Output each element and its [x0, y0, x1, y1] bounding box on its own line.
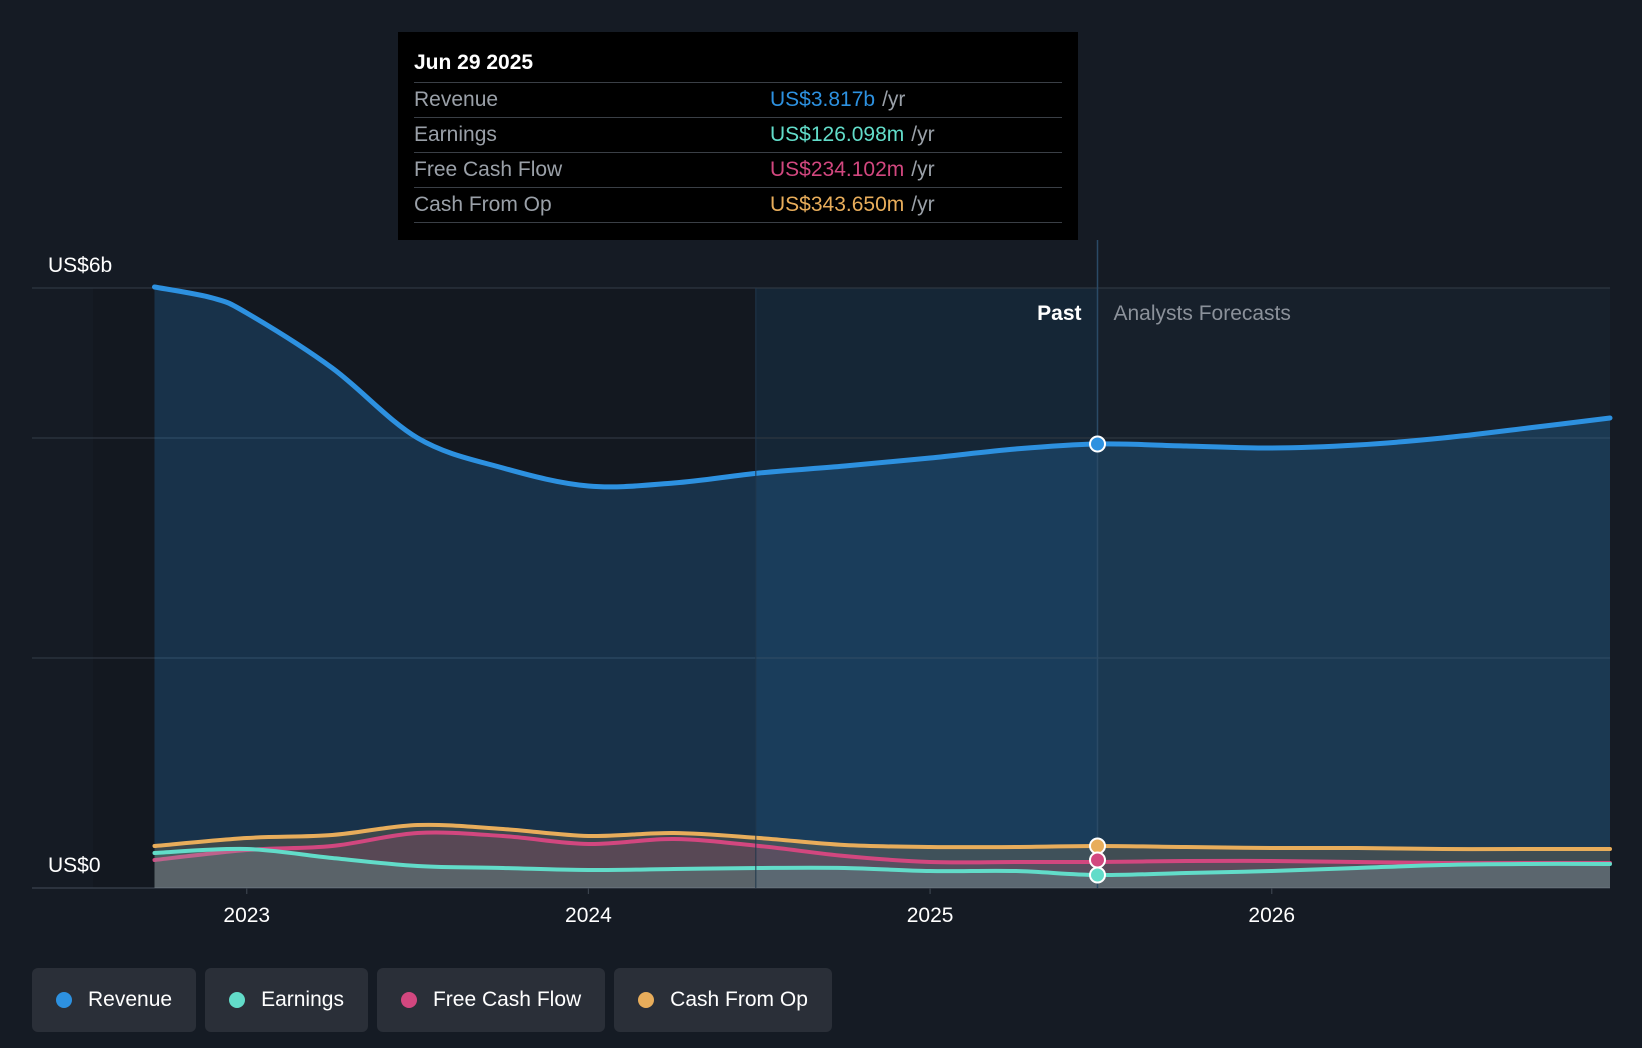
legend-label: Free Cash Flow	[432, 988, 582, 1011]
forecast-region	[1097, 288, 1610, 888]
revenue-area	[154, 287, 1610, 888]
revenue-line	[152, 284, 1613, 490]
y-axis-top-label: US$6b	[48, 254, 112, 277]
legend-item-free-cash-flow[interactable]: Free Cash Flow	[376, 968, 606, 1032]
highlight-band	[755, 288, 1098, 888]
tooltip: Jun 29 2025 Revenue US$3.817b /yr Earnin…	[398, 32, 1078, 240]
legend-label: Cash From Op	[670, 988, 808, 1011]
earnings-line	[152, 846, 1612, 878]
tooltip-unit: /yr	[911, 123, 935, 146]
tooltip-value-earnings: US$126.098m	[770, 123, 905, 146]
earnings-dot-icon	[229, 992, 246, 1008]
past-label: Past	[1037, 302, 1081, 325]
tooltip-row-revenue: Revenue US$3.817b /yr	[414, 82, 1062, 117]
tooltip-label: Earnings	[414, 123, 497, 146]
revenue-marker	[1089, 435, 1106, 453]
free-cash-flow-line	[152, 830, 1612, 866]
tooltip-value-free-cash-flow: US$234.102m	[770, 158, 905, 181]
y-axis-bottom-label: US$0	[48, 854, 101, 877]
earnings-area	[154, 848, 1610, 888]
legend-item-cash-from-op[interactable]: Cash From Op	[614, 968, 832, 1032]
legend-item-revenue[interactable]: Revenue	[32, 968, 197, 1032]
tooltip-label: Revenue	[414, 88, 499, 111]
tooltip-label: Free Cash Flow	[414, 158, 563, 181]
tooltip-unit: /yr	[882, 88, 906, 111]
legend-label: Earnings	[261, 988, 344, 1011]
x-tick-label-2026: 2026	[1248, 904, 1295, 927]
legend-label: Revenue	[88, 988, 173, 1011]
revenue-dot-icon	[56, 992, 72, 1008]
x-tick-label-2024: 2024	[565, 904, 612, 927]
tooltip-date: Jun 29 2025	[414, 51, 534, 74]
tooltip-value-revenue: US$3.817b	[770, 88, 876, 111]
x-tick-label-2025: 2025	[907, 904, 954, 927]
earnings-marker	[1089, 866, 1106, 884]
cash-from-op-dot-icon	[638, 992, 655, 1008]
tooltip-value-cash-from-op: US$343.650m	[770, 193, 905, 216]
tooltip-unit: /yr	[911, 158, 935, 181]
legend: Revenue Earnings Free Cash Flow Cash Fro…	[32, 968, 832, 1032]
tooltip-row-cash-from-op: Cash From Op US$343.650m /yr	[414, 187, 1062, 223]
x-tick-label-2023: 2023	[223, 904, 270, 927]
legend-item-earnings[interactable]: Earnings	[205, 968, 368, 1032]
cash-from-op-line	[152, 822, 1612, 852]
tooltip-unit: /yr	[911, 193, 935, 216]
free-cash-flow-marker	[1089, 851, 1106, 869]
cash-from-op-marker	[1089, 837, 1106, 855]
tooltip-row-free-cash-flow: Free Cash Flow US$234.102m /yr	[414, 152, 1062, 187]
tooltip-row-earnings: Earnings US$126.098m /yr	[414, 117, 1062, 152]
forecast-label: Analysts Forecasts	[1114, 302, 1291, 325]
free-cash-flow-dot-icon	[400, 992, 417, 1008]
tooltip-label: Cash From Op	[414, 193, 552, 216]
